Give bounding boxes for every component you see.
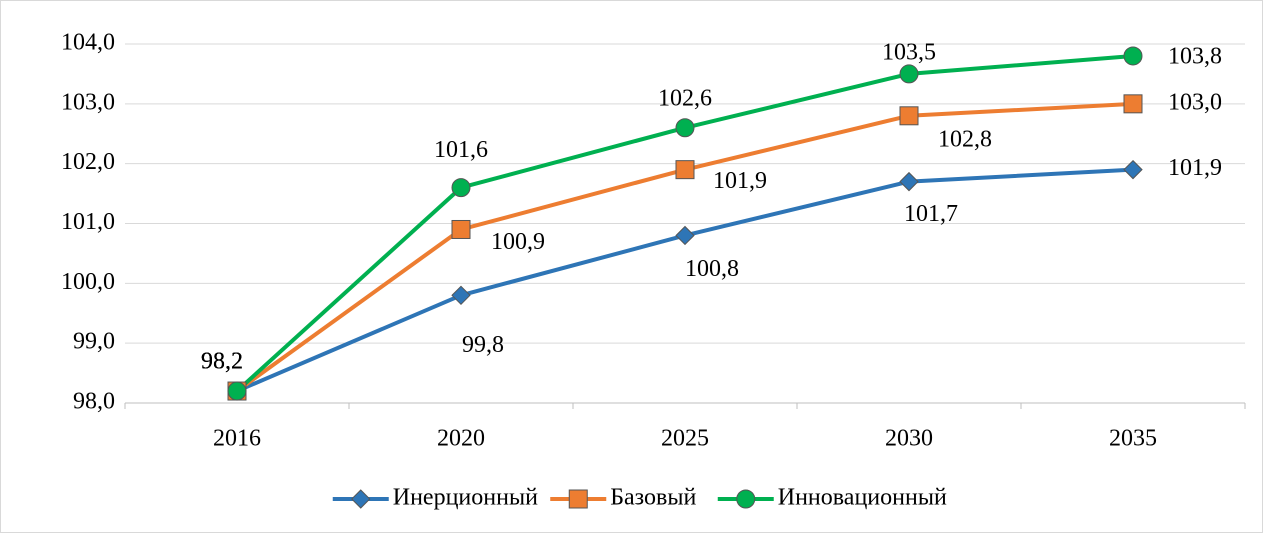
data-label: 98,2 [201, 349, 243, 375]
y-tick-label: 99,0 [73, 329, 115, 355]
data-label: 98,2 [201, 349, 243, 375]
data-label: 101,6 [434, 137, 488, 163]
data-point [1123, 46, 1143, 66]
x-tick-label: 2025 [661, 426, 709, 452]
data-point [1123, 159, 1143, 180]
data-point [451, 285, 471, 306]
data-label: 103,0 [1168, 89, 1222, 115]
legend-marker [736, 489, 756, 509]
data-label: 102,6 [658, 85, 712, 111]
data-point [451, 219, 471, 239]
data-point [675, 118, 695, 138]
data-label: 101,9 [713, 168, 767, 194]
y-tick-label: 104,0 [61, 30, 115, 56]
data-label: 100,8 [685, 256, 739, 282]
data-point [675, 225, 695, 246]
legend-marker [351, 489, 371, 509]
y-tick-label: 98,0 [73, 389, 115, 415]
legend-item: Базовый [550, 485, 696, 511]
y-tick-label: 101,0 [61, 209, 115, 235]
x-tick-label: 2016 [213, 426, 261, 452]
data-point [675, 160, 695, 180]
legend-label: Базовый [610, 485, 696, 511]
y-tick-label: 103,0 [61, 89, 115, 115]
data-label: 103,5 [882, 39, 936, 65]
legend-item: Инновационный [717, 485, 947, 511]
data-label: 100,9 [491, 229, 545, 255]
data-point [451, 178, 471, 198]
y-tick-label: 100,0 [61, 269, 115, 295]
data-point [899, 64, 919, 84]
legend-marker [568, 489, 588, 509]
data-point [227, 381, 247, 401]
legend-item: Инерционный [332, 485, 538, 511]
data-label: 101,7 [904, 201, 958, 227]
data-label: 102,8 [938, 126, 992, 152]
x-tick-label: 2035 [1109, 426, 1157, 452]
data-point [899, 106, 919, 126]
legend-label: Инерционный [393, 485, 538, 511]
data-label: 101,9 [1168, 155, 1222, 181]
y-tick-label: 102,0 [61, 149, 115, 175]
data-point [899, 171, 919, 192]
x-tick-label: 2030 [885, 426, 933, 452]
x-tick-label: 2020 [437, 426, 485, 452]
data-label: 99,8 [462, 332, 504, 358]
data-label: 98,2 [201, 349, 243, 375]
data-label: 103,8 [1168, 43, 1222, 69]
data-point [1123, 94, 1143, 114]
legend-label: Инновационный [778, 485, 947, 511]
